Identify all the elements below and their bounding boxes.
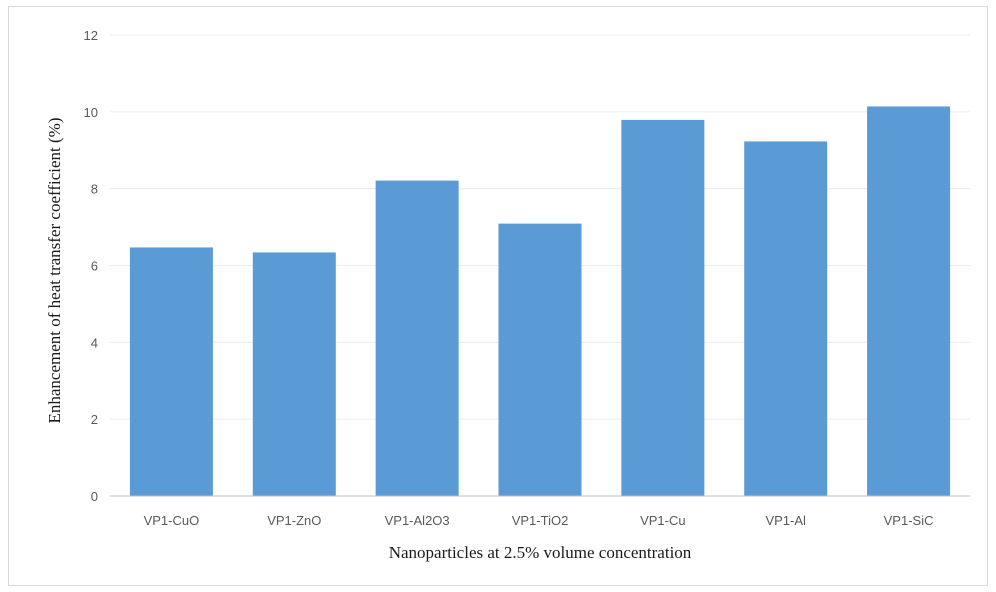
bar-vp1-zno <box>252 252 336 496</box>
x-tick-label: VP1-SiC <box>884 513 934 528</box>
x-tick-label: VP1-Al <box>765 513 806 528</box>
y-tick-label: 0 <box>91 489 98 504</box>
x-tick-labels: VP1-CuO VP1-ZnO VP1-Al2O3 VP1-TiO2 VP1-Cu VP1… <box>144 513 934 528</box>
bar-vp1-cuo <box>129 247 213 496</box>
bar-vp1-al2o3 <box>375 180 459 496</box>
y-tick-label: 12 <box>84 28 98 43</box>
y-tick-labels: 0 2 4 6 8 10 12 <box>84 28 98 504</box>
bar-vp1-al <box>744 141 828 496</box>
x-tick-label: VP1-Cu <box>640 513 686 528</box>
x-tick-label: VP1-CuO <box>144 513 200 528</box>
bar-vp1-sic <box>867 106 951 496</box>
y-tick-label: 4 <box>91 335 98 350</box>
bar-vp1-cu <box>621 119 705 497</box>
bars <box>129 106 951 497</box>
y-tick-label: 10 <box>84 105 98 120</box>
x-tick-label: VP1-ZnO <box>267 513 321 528</box>
x-tick-label: VP1-Al2O3 <box>385 513 450 528</box>
y-tick-label: 2 <box>91 412 98 427</box>
y-tick-label: 8 <box>91 182 98 197</box>
bar-vp1-tio2 <box>498 223 582 496</box>
x-axis-title: Nanoparticles at 2.5% volume concentrati… <box>389 543 692 562</box>
y-axis-title: Enhancement of heat transfer coefficient… <box>45 118 64 424</box>
x-tick-label: VP1-TiO2 <box>512 513 569 528</box>
y-tick-label: 6 <box>91 259 98 274</box>
